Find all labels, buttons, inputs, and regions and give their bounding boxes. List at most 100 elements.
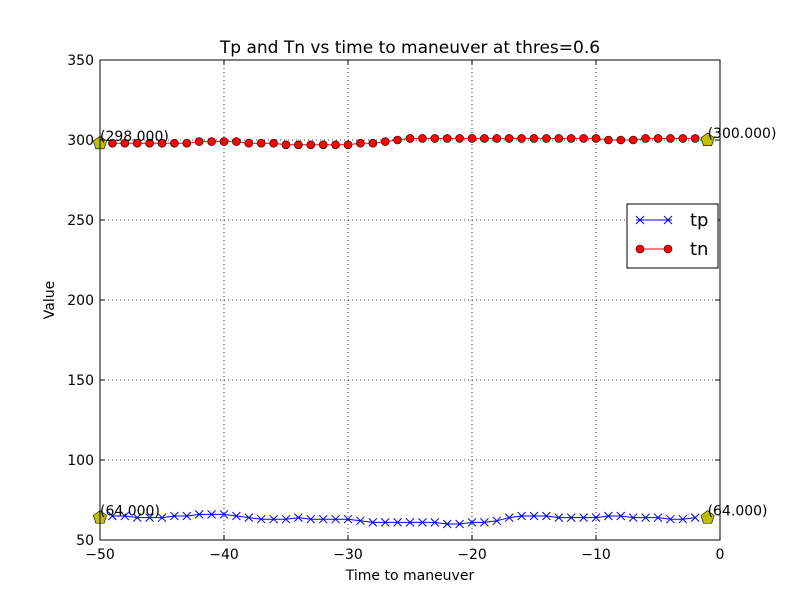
- series-tn: [108, 134, 700, 150]
- data-point-tp: [343, 514, 353, 524]
- series-tp: [108, 510, 700, 529]
- data-point-tp: [331, 514, 340, 524]
- data-point-tn: [318, 140, 328, 150]
- data-point-tp: [579, 513, 588, 522]
- legend-label: tp: [690, 210, 708, 231]
- data-point-tn: [604, 135, 613, 145]
- data-point-tn: [331, 140, 340, 150]
- data-point-tp: [232, 511, 241, 521]
- data-point-tn: [207, 137, 216, 146]
- legend-marker: [663, 244, 673, 254]
- legend-entry-tp: tp: [635, 210, 708, 231]
- y-tick-label: 250: [67, 213, 94, 229]
- data-point-tp: [418, 518, 427, 527]
- data-point-tp: [430, 518, 440, 527]
- data-point-tp: [380, 518, 390, 527]
- data-point-tp: [157, 513, 167, 522]
- data-point-tn: [430, 134, 440, 143]
- data-point-tp: [554, 513, 564, 522]
- highlight-marker: [700, 510, 715, 524]
- legend-entry-tn: tn: [635, 239, 708, 260]
- data-point-tn: [517, 134, 526, 143]
- data-point-tp: [542, 511, 551, 521]
- data-point-tn: [641, 134, 650, 143]
- y-tick-label: 200: [67, 293, 94, 309]
- data-point-tp: [294, 513, 303, 522]
- data-point-tp: [356, 516, 365, 526]
- data-point-tn: [232, 137, 241, 146]
- data-point-tp: [628, 513, 638, 522]
- data-point-tn: [628, 135, 638, 145]
- data-point-tn: [380, 137, 390, 146]
- data-point-tn: [579, 134, 588, 143]
- legend-label: tn: [690, 239, 708, 260]
- data-point-tn: [566, 134, 576, 143]
- data-point-tn: [170, 138, 179, 148]
- tick-layer: −50 −40 −30 −20 −10 0 50 100 150 200 250 300 350: [67, 53, 724, 563]
- data-point-tp: [467, 518, 477, 527]
- data-point-tp: [182, 511, 192, 521]
- data-point-tn: [678, 134, 688, 143]
- data-point-tn: [194, 137, 204, 146]
- data-point-tp: [281, 514, 291, 524]
- data-point-tn: [157, 138, 167, 148]
- data-point-tp: [690, 513, 700, 522]
- data-point-tn: [306, 140, 316, 150]
- legend-marker: [663, 215, 673, 225]
- data-point-tn: [467, 134, 477, 143]
- annotation-layer: (298.000) (300.000) (64.000) (64.000): [100, 126, 776, 520]
- annotation-label: (64.000): [708, 504, 768, 520]
- data-point-tp: [616, 511, 626, 521]
- data-point-tn: [256, 138, 266, 148]
- data-point-tp: [132, 513, 142, 522]
- data-point-tn: [405, 134, 415, 143]
- data-point-tp: [666, 514, 675, 524]
- data-point-tp: [306, 514, 316, 524]
- y-tick-label: 150: [67, 373, 94, 389]
- data-point-tp: [256, 514, 266, 524]
- legend-items: tp tn: [635, 210, 708, 260]
- y-tick-label: 50: [76, 533, 94, 549]
- data-point-tn: [356, 138, 365, 148]
- data-point-tp: [120, 511, 130, 521]
- annotation-label: (298.000): [100, 129, 169, 145]
- data-point-tp: [145, 513, 154, 522]
- data-point-tn: [281, 140, 291, 150]
- data-point-tn: [368, 138, 378, 148]
- x-axis-label: Time to maneuver: [345, 568, 475, 584]
- chart-title: Tp and Tn vs time to maneuver at thres=0…: [219, 38, 600, 58]
- data-point-tn: [653, 134, 663, 143]
- data-point-tn: [616, 135, 626, 145]
- series-layer: [108, 134, 700, 529]
- data-point-tn: [132, 138, 142, 148]
- data-point-tn: [145, 138, 154, 148]
- data-point-tp: [442, 519, 452, 529]
- data-point-tn: [108, 138, 117, 148]
- data-point-tn: [455, 134, 464, 143]
- data-point-tp: [318, 514, 328, 524]
- series-line-tp: [112, 513, 696, 525]
- data-point-tp: [269, 514, 278, 524]
- data-point-tp: [207, 510, 216, 519]
- y-tick-label: 300: [67, 133, 94, 149]
- data-point-tn: [542, 134, 551, 143]
- data-point-tn: [343, 140, 353, 150]
- data-point-tp: [480, 518, 489, 527]
- data-point-tp: [170, 511, 179, 521]
- data-point-tp: [393, 518, 402, 527]
- data-point-tp: [653, 513, 663, 522]
- data-point-tn: [492, 134, 502, 143]
- x-tick-label: 0: [716, 547, 725, 563]
- data-point-tn: [690, 134, 700, 143]
- data-point-tn: [442, 134, 452, 143]
- y-axis-label: Value: [42, 281, 58, 319]
- legend: tp tn: [626, 203, 719, 269]
- legend-box: [626, 203, 719, 269]
- data-point-tn: [219, 137, 229, 146]
- data-point-tn: [529, 134, 539, 143]
- data-point-tp: [194, 510, 204, 519]
- annotation-label: (64.000): [100, 504, 160, 520]
- data-point-tp: [492, 516, 502, 526]
- data-point-tn: [591, 134, 601, 143]
